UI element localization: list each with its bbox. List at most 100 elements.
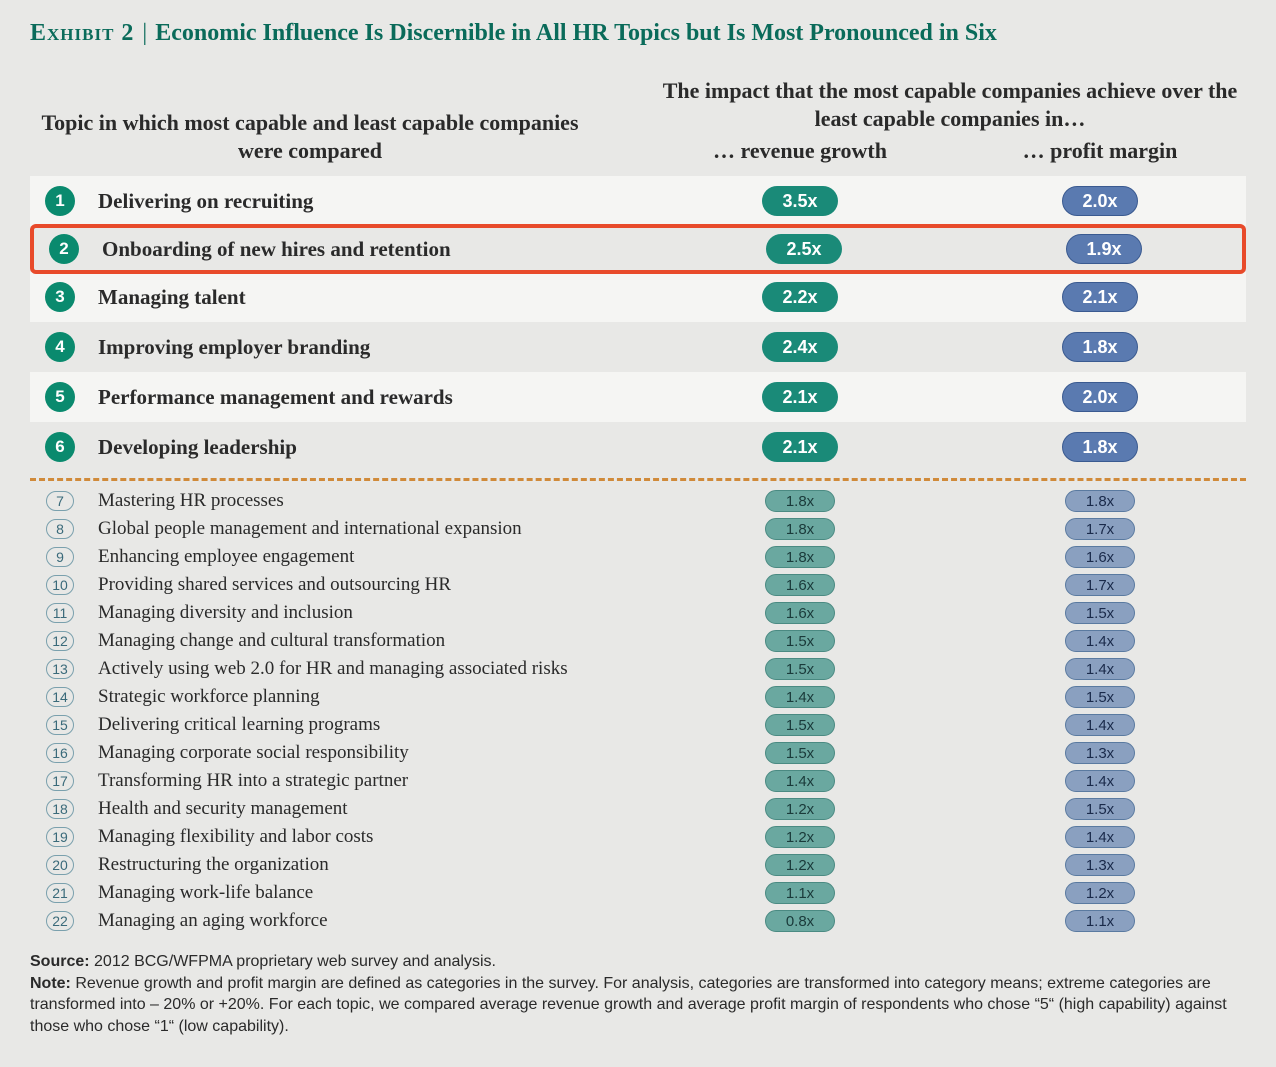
revenue-cell: 1.6x — [650, 574, 950, 596]
revenue-cell: 1.1x — [650, 882, 950, 904]
row-topic: Mastering HR processes — [90, 490, 650, 512]
profit-pill: 1.7x — [1065, 518, 1135, 540]
table-row: 1Delivering on recruiting3.5x2.0x — [30, 176, 1246, 226]
table-row: 17 Transforming HR into a strategic partn… — [30, 767, 1246, 795]
row-topic: Providing shared services and outsourcin… — [90, 574, 650, 596]
header-profit: … profit margin — [950, 138, 1250, 164]
table-row: 13Actively using web 2.0 for HR and mana… — [30, 655, 1246, 683]
revenue-cell: 2.4x — [650, 332, 950, 362]
row-topic: Global people management and internation… — [90, 518, 650, 540]
revenue-cell: 1.8x — [650, 546, 950, 568]
header-impact: The impact that the most capable compani… — [650, 77, 1250, 132]
profit-cell: 1.3x — [950, 854, 1250, 876]
profit-pill: 1.3x — [1065, 854, 1135, 876]
revenue-cell: 1.8x — [650, 518, 950, 540]
row-topic: Transforming HR into a strategic partner — [90, 770, 650, 792]
revenue-pill: 1.8x — [765, 490, 835, 512]
table-row: 15Delivering critical learning programs1… — [30, 711, 1246, 739]
revenue-pill: 2.5x — [766, 234, 842, 264]
profit-pill: 1.4x — [1065, 826, 1135, 848]
profit-cell: 1.8x — [950, 432, 1250, 462]
profit-pill: 1.2x — [1065, 882, 1135, 904]
table-row: 3 Managing talent 2.2x 2.1x — [30, 272, 1246, 322]
row-number-badge: 8 — [46, 519, 74, 539]
row-topic: Managing talent — [90, 285, 650, 310]
revenue-pill: 2.2x — [762, 282, 838, 312]
profit-pill: 1.4x — [1065, 770, 1135, 792]
revenue-cell: 1.2x — [650, 798, 950, 820]
profit-pill: 1.3x — [1065, 742, 1135, 764]
table-row: 22Managing an aging workforce0.8x1.1x — [30, 907, 1246, 935]
exhibit-label: Exhibit 2 — [30, 20, 134, 46]
revenue-pill: 1.1x — [765, 882, 835, 904]
row-number-badge: 18 — [46, 799, 74, 819]
profit-cell: 1.8x — [950, 332, 1250, 362]
revenue-cell: 2.1x — [650, 382, 950, 412]
table-row: 2Onboarding of new hires and retention2.… — [30, 224, 1246, 274]
row-topic: Developing leadership — [90, 435, 650, 460]
table-row: 19Managing flexibility and labor costs1.… — [30, 823, 1246, 851]
row-number-badge: 17 — [46, 771, 74, 791]
row-number-badge: 5 — [45, 382, 75, 412]
profit-pill: 1.5x — [1065, 798, 1135, 820]
table-row: 8 Global people management and internatio… — [30, 515, 1246, 543]
row-topic: Onboarding of new hires and retention — [94, 237, 654, 262]
profit-cell: 1.4x — [950, 714, 1250, 736]
profit-pill: 1.8x — [1062, 332, 1138, 362]
table-row: 14Strategic workforce planning1.4x1.5x — [30, 683, 1246, 711]
data-rows: 1Delivering on recruiting3.5x2.0x2Onboar… — [30, 176, 1246, 935]
profit-cell: 1.4x — [950, 826, 1250, 848]
column-headers: Topic in which most capable and least ca… — [30, 77, 1246, 164]
profit-cell: 1.2x — [950, 882, 1250, 904]
revenue-cell: 1.5x — [650, 658, 950, 680]
revenue-cell: 2.1x — [650, 432, 950, 462]
row-number-badge: 1 — [45, 186, 75, 216]
revenue-pill: 1.6x — [765, 602, 835, 624]
table-row: 10Providing shared services and outsourc… — [30, 571, 1246, 599]
revenue-cell: 1.2x — [650, 826, 950, 848]
row-topic: Managing corporate social responsibility — [90, 742, 650, 764]
revenue-cell: 1.8x — [650, 490, 950, 512]
revenue-cell: 1.5x — [650, 742, 950, 764]
profit-cell: 1.5x — [950, 798, 1250, 820]
profit-cell: 1.4x — [950, 658, 1250, 680]
revenue-pill: 1.4x — [765, 770, 835, 792]
row-number-badge: 14 — [46, 687, 74, 707]
row-number-badge: 21 — [46, 883, 74, 903]
profit-cell: 1.4x — [950, 770, 1250, 792]
revenue-cell: 2.2x — [650, 282, 950, 312]
row-topic: Health and security management — [90, 798, 650, 820]
row-number-badge: 20 — [46, 855, 74, 875]
row-number-badge: 16 — [46, 743, 74, 763]
row-topic: Managing flexibility and labor costs — [90, 826, 650, 848]
title-separator: | — [142, 20, 147, 46]
row-topic: Performance management and rewards — [90, 385, 650, 410]
profit-cell: 1.9x — [954, 234, 1254, 264]
row-topic: Managing an aging workforce — [90, 910, 650, 932]
row-topic: Managing work-life balance — [90, 882, 650, 904]
revenue-pill: 1.5x — [765, 630, 835, 652]
row-number-badge: 15 — [46, 715, 74, 735]
profit-pill: 1.4x — [1065, 714, 1135, 736]
profit-pill: 2.1x — [1062, 282, 1138, 312]
profit-pill: 1.8x — [1065, 490, 1135, 512]
row-number-badge: 9 — [46, 547, 74, 567]
row-number-badge: 11 — [46, 603, 74, 623]
revenue-pill: 1.5x — [765, 714, 835, 736]
table-row: 9Enhancing employee engagement1.8x1.6x — [30, 543, 1246, 571]
revenue-pill: 1.8x — [765, 546, 835, 568]
row-number-badge: 3 — [45, 282, 75, 312]
row-topic: Delivering on recruiting — [90, 189, 650, 214]
table-row: 16 Managing corporate social responsibili… — [30, 739, 1246, 767]
profit-cell: 2.1x — [950, 282, 1250, 312]
profit-cell: 2.0x — [950, 186, 1250, 216]
profit-cell: 1.7x — [950, 518, 1250, 540]
row-number-badge: 22 — [46, 911, 74, 931]
note-text: Revenue growth and profit margin are def… — [30, 975, 1227, 1035]
profit-pill: 1.8x — [1062, 432, 1138, 462]
row-topic: Strategic workforce planning — [90, 686, 650, 708]
profit-cell: 2.0x — [950, 382, 1250, 412]
header-topic: Topic in which most capable and least ca… — [30, 109, 650, 164]
revenue-cell: 1.4x — [650, 686, 950, 708]
revenue-pill: 2.4x — [762, 332, 838, 362]
